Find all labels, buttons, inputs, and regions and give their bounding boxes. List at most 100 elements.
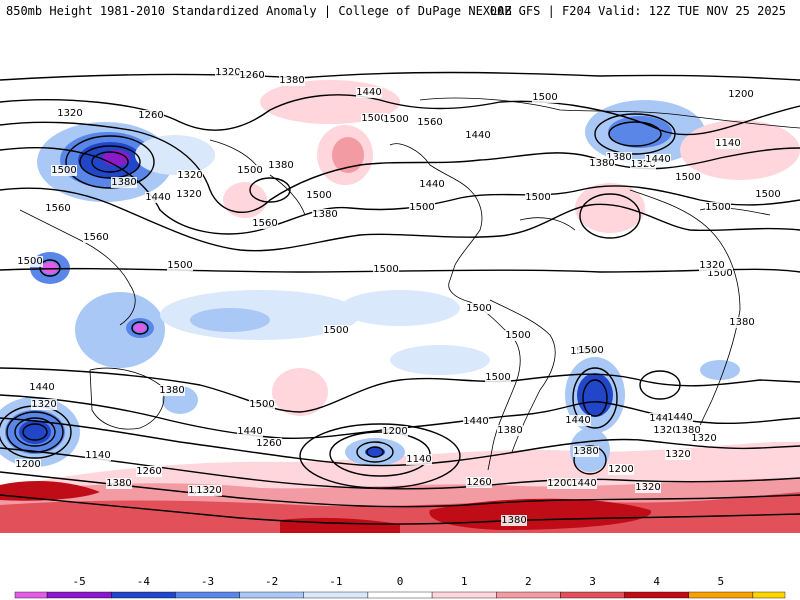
contour-label-bg	[505, 330, 531, 341]
contour-label-bg	[675, 425, 701, 436]
contour-label: 1260	[136, 466, 161, 477]
contour-label: 1560	[83, 232, 108, 243]
contour-label-bg	[645, 154, 671, 165]
contour-label: 1320	[665, 449, 690, 460]
colorbar-tick-label: 0	[397, 575, 404, 588]
contour-label: 1320	[57, 108, 82, 119]
contour-label: 1380	[573, 446, 598, 457]
contour-label-bg	[635, 482, 661, 493]
contour-label: 1440	[649, 413, 674, 424]
contour-label-bg	[51, 165, 77, 176]
contour-label: 1260	[466, 477, 491, 488]
contour-label-bg	[707, 268, 733, 279]
colorbar-tick-label: -5	[73, 575, 86, 588]
contour-label: 1500	[17, 256, 42, 267]
contour-label-bg	[136, 466, 162, 477]
contour-label-bg	[485, 372, 511, 383]
contour-label-bg	[606, 152, 632, 163]
contour-label-bg	[237, 165, 263, 176]
contour-label: 1380	[106, 478, 131, 489]
contour-label: 1200	[382, 426, 407, 437]
contour-label-bg	[176, 189, 202, 200]
contour-label: 1500	[249, 399, 274, 410]
colorbar-ticks: -5 -4 -3 -2 -1 0 1 2 3 4 5	[73, 575, 725, 588]
contour-label: 1380	[729, 317, 754, 328]
contour-label-bg	[532, 92, 558, 103]
colorbar-swatch	[46, 591, 112, 599]
contour-label-bg	[29, 382, 55, 393]
contour-label: 1380	[497, 425, 522, 436]
colorbar-tick-label: 4	[653, 575, 660, 588]
contour-label-bg	[356, 87, 382, 98]
contour-label: 1500	[675, 172, 700, 183]
contour-label: 1260	[256, 438, 281, 449]
contour-label: 1500	[167, 260, 192, 271]
contour-label: 1500	[306, 190, 331, 201]
contour-label-bg	[630, 159, 656, 170]
colorbar-tick-label: 2	[525, 575, 532, 588]
contour-label-bg	[159, 385, 185, 396]
contour-label-bg	[667, 412, 693, 423]
colorbar-swatch	[560, 591, 625, 599]
contour-label-bg	[31, 399, 57, 410]
contour-label: 1200	[608, 464, 633, 475]
contour-label-bg	[466, 477, 492, 488]
contour-label-bg	[312, 209, 338, 220]
contour-label-bg	[728, 89, 754, 100]
contour-label-bg	[608, 464, 634, 475]
contour-label-bg	[755, 189, 781, 200]
colorbar-swatch	[175, 591, 240, 599]
colorbar-swatch	[303, 591, 369, 599]
contour-label: 1500	[525, 192, 550, 203]
colorbar-swatch	[14, 591, 48, 599]
contour-label: 1380	[312, 209, 337, 220]
contour-label: 1260	[239, 70, 264, 81]
valid-time: 00Z GFS | F204 Valid: 12Z TUE NOV 25 202…	[489, 4, 786, 18]
colorbar-swatch	[624, 591, 689, 599]
coastlines	[19, 97, 800, 471]
contour-label: 1440	[145, 192, 170, 203]
contour-label: 1380	[159, 385, 184, 396]
contour-label: 1560	[417, 117, 442, 128]
contour-label: 1560	[252, 218, 277, 229]
contour-label-bg	[466, 303, 492, 314]
contour-label: 1500	[237, 165, 262, 176]
contour-label-bg	[252, 218, 278, 229]
contour-label-bg	[145, 192, 171, 203]
contour-label-bg	[705, 202, 731, 213]
contour-label-bg	[565, 415, 591, 426]
contour-label-bg	[729, 317, 755, 328]
contour-label: 1260	[138, 110, 163, 121]
contour-label: 1380	[606, 152, 631, 163]
contour-label: 1500	[361, 113, 386, 124]
contour-label-bg	[239, 70, 265, 81]
contour-label: 1500	[51, 165, 76, 176]
contour-label: 1320	[630, 159, 655, 170]
contour-label: 1320	[196, 485, 221, 496]
contour-label: 1200	[728, 89, 753, 100]
contour-label-bg	[361, 113, 387, 124]
contour-label-bg	[406, 454, 432, 465]
contour-label-bg	[249, 399, 275, 410]
contour-label: 1140	[715, 138, 740, 149]
contour-label-bg	[463, 416, 489, 427]
contour-label-bg	[15, 459, 41, 470]
contour-label: 1440	[463, 416, 488, 427]
contour-label: 1500	[485, 372, 510, 383]
contour-label: 1380	[279, 75, 304, 86]
colorbar-swatches	[14, 591, 786, 599]
contour-label: 1440	[465, 130, 490, 141]
contour-label: 1380	[589, 158, 614, 169]
contour-label-bg	[106, 478, 132, 489]
contour-label: 1440	[237, 426, 262, 437]
colorbar-swatch	[239, 591, 304, 599]
contour-label: 1500	[505, 330, 530, 341]
contour-label-bg	[167, 260, 193, 271]
contour-label-bg	[691, 433, 717, 444]
contour-label-bg	[373, 264, 399, 275]
contour-label-bg	[256, 438, 282, 449]
map-title: 850mb Height 1981-2010 Standardized Anom…	[6, 4, 512, 18]
contour-label: 1440	[565, 415, 590, 426]
contour-label-bg	[571, 478, 597, 489]
contour-label-bg	[215, 67, 241, 78]
